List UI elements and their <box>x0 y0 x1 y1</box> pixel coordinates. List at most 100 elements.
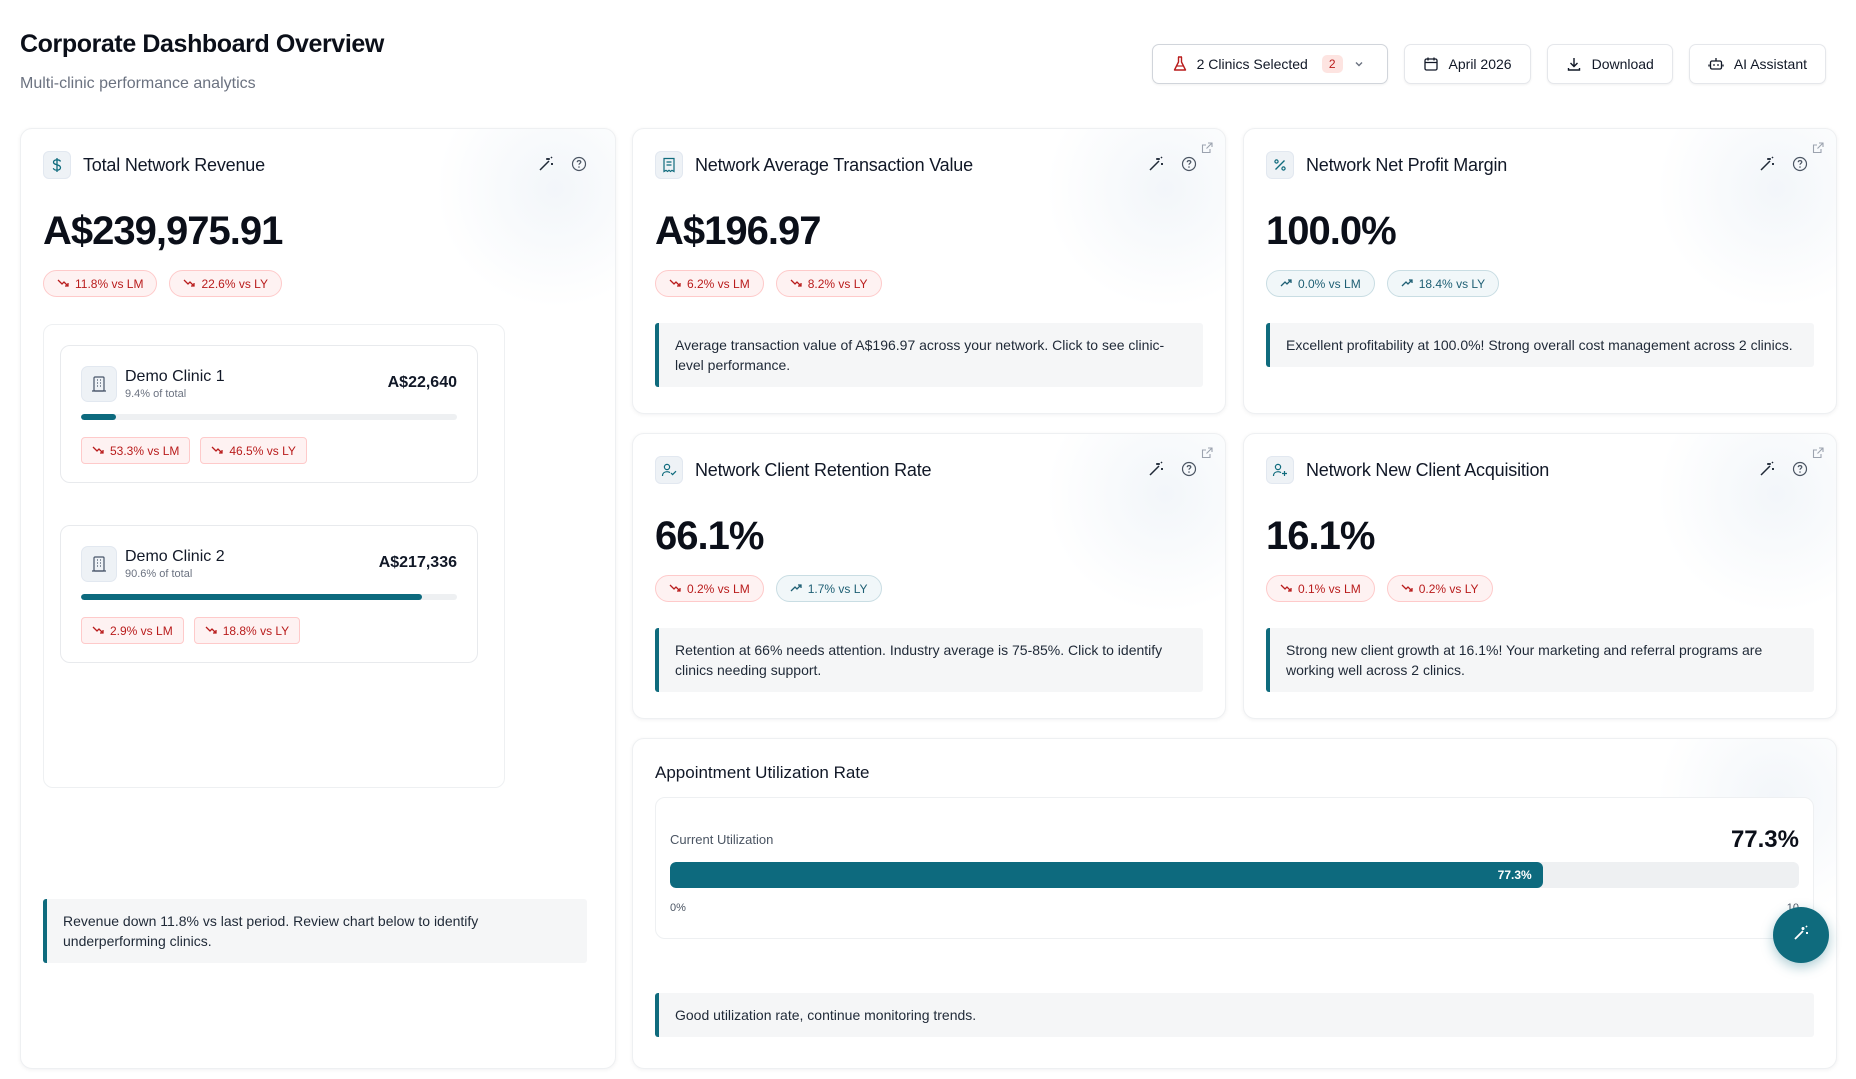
help-icon[interactable] <box>571 156 587 177</box>
profit-vs-lm: 0.0% vs LM <box>1298 276 1361 291</box>
utilization-panel: Current Utilization 77.3% 77.3% 0% 10 <box>655 797 1814 939</box>
clinic-share: 90.6% of total <box>125 568 193 580</box>
profit-vs-ly: 18.4% vs LY <box>1418 276 1486 291</box>
download-button[interactable]: Download <box>1546 44 1673 84</box>
atv-card-header: Network Average Transaction Value <box>655 151 973 179</box>
atv-value: A$196.97 <box>655 209 821 253</box>
calendar-icon <box>1423 56 1439 72</box>
utilization-min-label: 0% <box>670 902 686 914</box>
help-icon[interactable] <box>1181 156 1197 177</box>
date-label: April 2026 <box>1448 56 1512 72</box>
profit-card-header: Network Net Profit Margin <box>1266 151 1507 179</box>
acquisition-vs-lm: 0.1% vs LM <box>1298 581 1361 596</box>
retention-vs-lm-badge: 0.2% vs LM <box>655 575 764 602</box>
retention-card-tools <box>1148 460 1197 482</box>
atv-vs-ly-badge: 8.2% vs LY <box>775 270 882 297</box>
clinic-count-badge: 2 <box>1321 55 1343 73</box>
external-link-icon[interactable] <box>1812 446 1824 464</box>
clinic-vs-lm: 2.9% vs LM <box>110 623 173 638</box>
clinic-share-bar <box>81 414 457 420</box>
retention-value: 66.1% <box>655 514 764 558</box>
trend-down-icon <box>57 277 69 291</box>
date-picker-button[interactable]: April 2026 <box>1403 44 1531 84</box>
ai-assistant-button[interactable]: AI Assistant <box>1688 44 1826 84</box>
utilization-bar: 77.3% <box>670 862 1799 888</box>
external-link-icon[interactable] <box>1201 141 1213 159</box>
acquisition-vs-ly: 0.2% vs LY <box>1418 581 1479 596</box>
magic-wand-icon[interactable] <box>1148 155 1165 177</box>
clinic-revenue: A$217,336 <box>378 554 457 571</box>
trend-down-icon <box>92 444 104 458</box>
revenue-vs-lm: 11.8% vs LM <box>75 276 144 291</box>
percent-icon <box>1266 151 1294 179</box>
atv-vs-lm: 6.2% vs LM <box>687 276 750 291</box>
receipt-icon <box>655 151 683 179</box>
magic-wand-icon[interactable] <box>1148 460 1165 482</box>
retention-insight: Retention at 66% needs attention. Indust… <box>655 628 1203 692</box>
acquisition-card-tools <box>1759 460 1808 482</box>
sparkle-icon <box>1791 923 1811 948</box>
help-icon[interactable] <box>1181 461 1197 482</box>
clinic-selector-label: 2 Clinics Selected <box>1196 56 1308 72</box>
acquisition-card[interactable]: Network New Client Acquisition 16.1% 0.1… <box>1243 433 1837 719</box>
revenue-insight: Revenue down 11.8% vs last period. Revie… <box>43 899 587 963</box>
retention-vs-lm: 0.2% vs LM <box>687 581 750 596</box>
trend-down-icon <box>1401 582 1413 596</box>
trend-down-icon <box>669 277 681 291</box>
clinic-card-1[interactable]: Demo Clinic 1 9.4% of total A$22,640 53.… <box>60 345 478 483</box>
retention-card[interactable]: Network Client Retention Rate 66.1% 0.2%… <box>632 433 1226 719</box>
acquisition-value: 16.1% <box>1266 514 1375 558</box>
trend-down-icon <box>205 624 217 638</box>
trend-up-icon <box>1401 277 1413 291</box>
utilization-card[interactable]: Appointment Utilization Rate Current Uti… <box>632 738 1837 1069</box>
profit-card[interactable]: Network Net Profit Margin 100.0% 0.0% vs… <box>1243 128 1837 414</box>
trend-down-icon <box>790 277 802 291</box>
utilization-label: Current Utilization <box>670 832 774 847</box>
trend-down-icon <box>1280 582 1292 596</box>
clinic-selector[interactable]: 2 Clinics Selected 2 <box>1151 44 1388 84</box>
utilization-insight: Good utilization rate, continue monitori… <box>655 993 1814 1037</box>
atv-card[interactable]: Network Average Transaction Value A$196.… <box>632 128 1226 414</box>
magic-wand-icon[interactable] <box>538 155 555 177</box>
profit-value: 100.0% <box>1266 209 1397 253</box>
clinic-revenue: A$22,640 <box>387 374 457 391</box>
clinic-name: Demo Clinic 1 <box>125 368 225 385</box>
retention-card-header: Network Client Retention Rate <box>655 456 932 484</box>
clinic-vs-lm-badge: 2.9% vs LM <box>81 617 184 644</box>
revenue-card[interactable]: Total Network Revenue A$239,975.91 11.8%… <box>20 128 616 1069</box>
profit-card-tools <box>1759 155 1808 177</box>
profit-insight: Excellent profitability at 100.0%! Stron… <box>1266 323 1814 367</box>
page-subtitle: Multi-clinic performance analytics <box>20 75 256 92</box>
help-icon[interactable] <box>1792 461 1808 482</box>
clinic-share: 9.4% of total <box>125 388 187 400</box>
revenue-card-header: Total Network Revenue <box>43 151 265 179</box>
retention-vs-ly: 1.7% vs LY <box>807 581 868 596</box>
revenue-badges: 11.8% vs LM 22.6% vs LY <box>43 270 282 297</box>
retention-card-title: Network Client Retention Rate <box>695 459 932 480</box>
building-icon <box>81 546 117 582</box>
acquisition-badges: 0.1% vs LM 0.2% vs LY <box>1266 575 1493 602</box>
page-title: Corporate Dashboard Overview <box>20 30 384 58</box>
external-link-icon[interactable] <box>1812 141 1824 159</box>
magic-wand-icon[interactable] <box>1759 460 1776 482</box>
clinic-vs-lm-badge: 53.3% vs LM <box>81 437 191 464</box>
external-link-icon[interactable] <box>1201 446 1213 464</box>
revenue-card-tools <box>538 155 587 177</box>
profit-vs-lm-badge: 0.0% vs LM <box>1266 270 1375 297</box>
magic-wand-icon[interactable] <box>1759 155 1776 177</box>
user-plus-icon <box>1266 456 1294 484</box>
retention-badges: 0.2% vs LM 1.7% vs LY <box>655 575 882 602</box>
utilization-value: 77.3% <box>1730 826 1799 853</box>
clinic-vs-ly: 18.8% vs LY <box>222 623 290 638</box>
help-icon[interactable] <box>1792 156 1808 177</box>
bot-icon <box>1708 56 1724 72</box>
clinic-card-2[interactable]: Demo Clinic 2 90.6% of total A$217,336 2… <box>60 525 478 663</box>
ai-sparkle-fab[interactable] <box>1773 907 1829 963</box>
clinic-share-fill <box>81 414 117 420</box>
atv-vs-lm-badge: 6.2% vs LM <box>655 270 764 297</box>
acquisition-insight: Strong new client growth at 16.1%! Your … <box>1266 628 1814 692</box>
chevron-down-icon <box>1353 58 1365 70</box>
trend-down-icon <box>92 624 104 638</box>
atv-card-tools <box>1148 155 1197 177</box>
